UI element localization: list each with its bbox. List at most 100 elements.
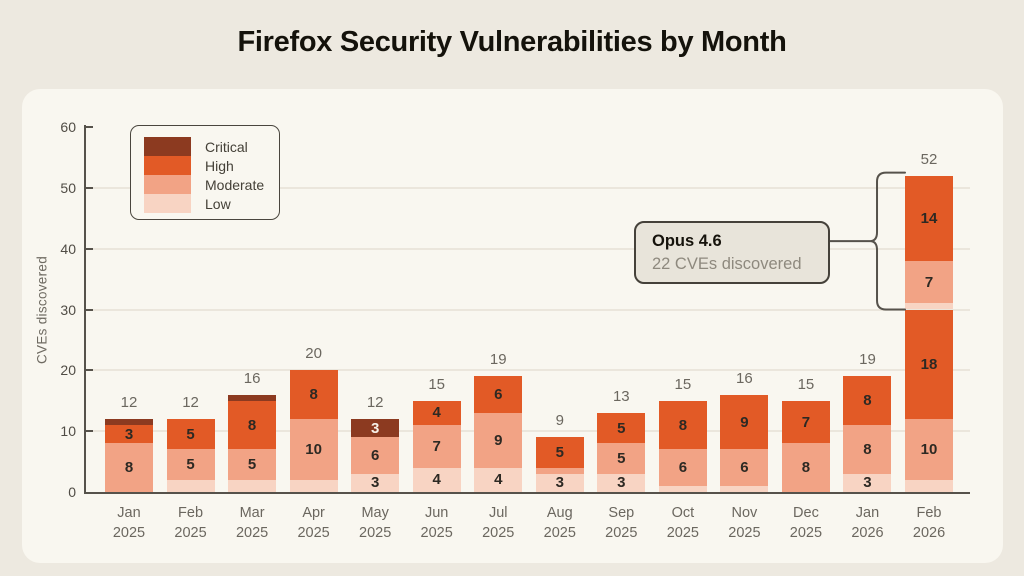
legend-swatch-low — [144, 194, 191, 213]
bar-segment-low — [905, 303, 953, 309]
bar-total-feb-2026: 52 — [899, 151, 959, 168]
x-label-feb-2026: Feb2026 — [893, 503, 965, 543]
segment-value-label: 3 — [125, 426, 133, 443]
bar-segment-moderate: 10 — [290, 419, 338, 480]
bar-total-nov-2025: 16 — [714, 370, 774, 387]
bar-total-jan-2025: 12 — [99, 394, 159, 411]
bar-total-oct-2025: 15 — [653, 376, 713, 393]
bar-segment-high: 14 — [905, 176, 953, 261]
segment-value-label: 8 — [679, 417, 687, 434]
segment-value-label: 8 — [863, 392, 871, 409]
bar-segment-low — [905, 480, 953, 492]
bar-total-jan-2026: 19 — [837, 351, 897, 368]
x-axis-line — [84, 492, 970, 494]
annotation-subtitle: 22 CVEs discovered — [652, 253, 812, 276]
segment-value-label: 5 — [617, 420, 625, 437]
segment-value-label: 8 — [125, 459, 133, 476]
legend-row-critical: Critical — [144, 137, 279, 156]
bar-segment-high: 5 — [167, 419, 215, 449]
segment-value-label: 6 — [679, 459, 687, 476]
legend-label-low: Low — [205, 196, 231, 212]
bar-segment-low — [659, 486, 707, 492]
segment-value-label: 9 — [494, 432, 502, 449]
bar-segment-moderate — [536, 468, 584, 474]
y-gridline-40 — [84, 248, 970, 250]
bar-total-jun-2025: 15 — [407, 376, 467, 393]
y-axis-line — [84, 125, 86, 492]
bar-segment-critical: 3 — [351, 419, 399, 437]
legend-swatch-high — [144, 156, 191, 175]
bar-segment-moderate: 5 — [597, 443, 645, 473]
bar-segment-moderate: 7 — [905, 261, 953, 304]
bar-segment-high: 5 — [536, 437, 584, 467]
segment-value-label: 3 — [863, 474, 871, 491]
segment-value-label: 8 — [309, 386, 317, 403]
legend-swatch-moderate — [144, 175, 191, 194]
segment-value-label: 5 — [248, 456, 256, 473]
y-axis-title: CVEs discovered — [35, 256, 50, 364]
segment-value-label: 3 — [371, 420, 379, 437]
y-gridline-20 — [84, 369, 970, 371]
bar-total-dec-2025: 15 — [776, 376, 836, 393]
bar-segment-high: 8 — [659, 401, 707, 450]
bar-segment-low — [167, 480, 215, 492]
segment-value-label: 5 — [186, 426, 194, 443]
segment-value-label: 7 — [925, 274, 933, 291]
bar-segment-low: 3 — [597, 474, 645, 492]
segment-value-label: 8 — [863, 441, 871, 458]
segment-value-label: 6 — [494, 386, 502, 403]
bar-segment-low — [720, 486, 768, 492]
bar-total-feb-2025: 12 — [161, 394, 221, 411]
bar-segment-high: 5 — [597, 413, 645, 443]
bar-segment-low: 3 — [843, 474, 891, 492]
legend-row-moderate: Moderate — [144, 175, 279, 194]
bar-total-aug-2025: 9 — [530, 412, 590, 429]
segment-value-label: 3 — [371, 474, 379, 491]
legend-label-critical: Critical — [205, 139, 248, 155]
legend-row-low: Low — [144, 194, 279, 213]
segment-value-label: 8 — [802, 459, 810, 476]
bar-segment-low: 4 — [474, 468, 522, 492]
segment-value-label: 7 — [802, 414, 810, 431]
segment-value-label: 10 — [305, 441, 322, 458]
y-tick-label-0: 0 — [36, 485, 76, 499]
bar-segment-high: 18 — [905, 310, 953, 420]
segment-value-label: 6 — [740, 459, 748, 476]
bar-segment-moderate: 8 — [105, 443, 153, 492]
y-gridline-30 — [84, 309, 970, 311]
bar-segment-moderate: 6 — [720, 449, 768, 486]
bar-segment-high: 4 — [413, 401, 461, 425]
segment-value-label: 10 — [921, 441, 938, 458]
segment-value-label: 6 — [371, 447, 379, 464]
bar-total-sep-2025: 13 — [591, 388, 651, 405]
bar-segment-critical — [228, 395, 276, 401]
bar-segment-high: 8 — [228, 401, 276, 450]
segment-value-label: 14 — [921, 210, 938, 227]
segment-value-label: 4 — [494, 471, 502, 488]
annotation-box: Opus 4.6 22 CVEs discovered — [634, 221, 830, 284]
legend-label-moderate: Moderate — [205, 177, 264, 193]
x-label-year: 2026 — [893, 523, 965, 543]
segment-value-label: 18 — [921, 356, 938, 373]
segment-value-label: 8 — [248, 417, 256, 434]
y-tick-label-40: 40 — [36, 242, 76, 256]
bar-segment-low: 4 — [413, 468, 461, 492]
segment-value-label: 5 — [556, 444, 564, 461]
bar-segment-moderate: 9 — [474, 413, 522, 468]
bar-segment-moderate: 5 — [167, 449, 215, 479]
segment-value-label: 5 — [186, 456, 194, 473]
segment-value-label: 3 — [556, 474, 564, 491]
bar-segment-moderate: 8 — [782, 443, 830, 492]
bar-segment-high: 6 — [474, 376, 522, 413]
bar-segment-moderate: 7 — [413, 425, 461, 468]
segment-value-label: 4 — [433, 471, 441, 488]
annotation-title: Opus 4.6 — [652, 230, 812, 253]
bar-segment-moderate: 5 — [228, 449, 276, 479]
bar-segment-low: 3 — [351, 474, 399, 492]
bar-segment-low — [290, 480, 338, 492]
bar-total-apr-2025: 20 — [284, 345, 344, 362]
bar-segment-moderate: 6 — [351, 437, 399, 474]
bar-segment-high: 9 — [720, 395, 768, 450]
y-tick-label-60: 60 — [36, 120, 76, 134]
segment-value-label: 9 — [740, 414, 748, 431]
